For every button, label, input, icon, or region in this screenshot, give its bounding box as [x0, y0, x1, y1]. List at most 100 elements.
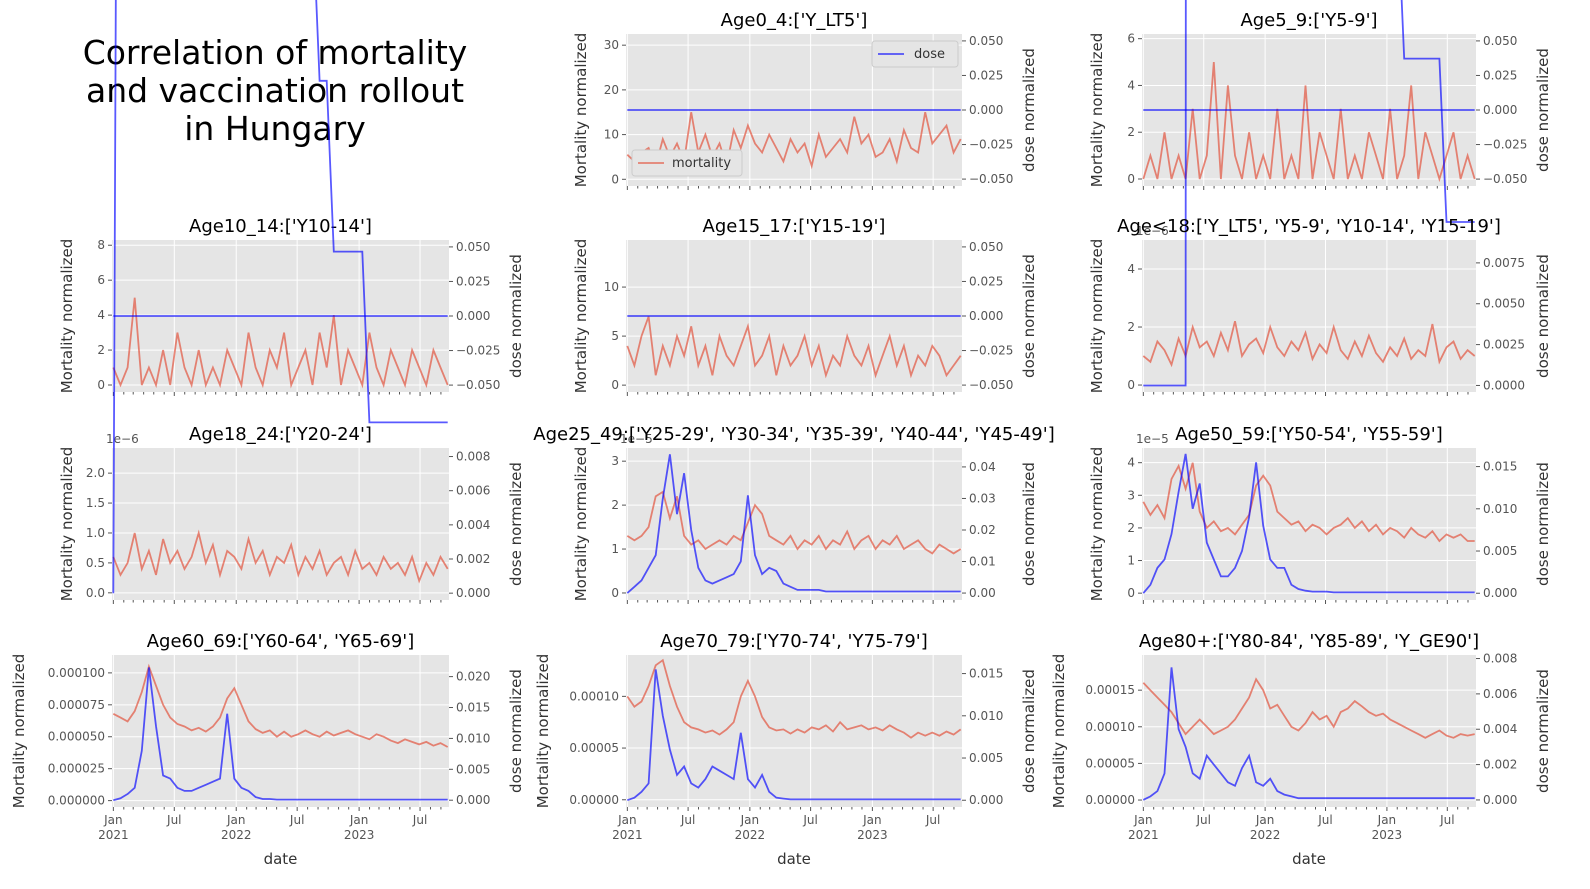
y-axis-label: Mortality normalized: [1050, 654, 1068, 809]
y2-tick-label: 0.03: [969, 491, 996, 505]
y2-tick-label: 0.005: [456, 762, 490, 776]
suptitle-line-2: and vaccination rollout: [85, 71, 465, 110]
y2-tick-label: 0.050: [969, 34, 1003, 48]
y-axis-label: Mortality normalized: [1088, 239, 1106, 394]
y-tick-label: 0.00010: [1085, 720, 1135, 734]
y2-tick-label: 0.02: [969, 523, 996, 537]
y-tick-label: 1: [1127, 554, 1135, 568]
plot-area: [626, 448, 962, 600]
panel-title: Age10_14:['Y10-14']: [189, 216, 372, 237]
plot-area: [112, 655, 449, 807]
y-axis-label: Mortality normalized: [572, 447, 590, 602]
chart-panel-10: 0.00000 0.00005 0.00010 0.00015 0.000 0.002 0.…: [1050, 631, 1552, 868]
y-tick-label: 3: [1127, 488, 1135, 502]
y-tick-label: 30: [604, 38, 619, 52]
y-tick-label: 20: [604, 83, 619, 97]
y-tick-label: 0.000050: [48, 730, 105, 744]
y2-tick-label: 0.000: [456, 793, 490, 807]
x-tick-year-label: 2022: [735, 828, 766, 842]
y2-tick-label: 0.04: [969, 460, 996, 474]
y2-tick-label: 0.002: [456, 552, 490, 566]
dose-series-line: [626, 454, 961, 594]
y2-tick-label: 0.025: [969, 274, 1003, 288]
y2-tick-label: −0.025: [1483, 138, 1527, 152]
mortality-series-line: [112, 297, 449, 389]
y-tick-label: 0.000000: [48, 794, 105, 808]
mortality-series-line: [112, 663, 449, 748]
y2-tick-label: 0.010: [456, 731, 490, 745]
panel-title: Age80+:['Y80-84', 'Y85-89', 'Y_GE90']: [1139, 631, 1479, 652]
x-axis-label: date: [777, 850, 811, 868]
legend-dose-label: dose: [914, 47, 945, 62]
y-axis-label: Mortality normalized: [10, 654, 28, 809]
y2-axis-label: dose normalized: [1534, 669, 1552, 793]
plot-area: [1142, 240, 1476, 392]
y2-tick-label: 0.01: [969, 555, 996, 569]
y-tick-label: 0: [611, 172, 619, 186]
y2-tick-label: 0.0025: [1483, 338, 1525, 352]
y2-tick-label: −0.025: [969, 344, 1013, 358]
y2-tick-label: 0.050: [456, 240, 490, 254]
dose-series-line: [1142, 667, 1475, 801]
y-tick-label: 1: [611, 542, 619, 556]
y-axis-label: Mortality normalized: [572, 239, 590, 394]
x-tick-year-label: 2021: [98, 828, 129, 842]
x-tick-year-label: 2021: [1128, 828, 1159, 842]
y-tick-label: 2: [1127, 521, 1135, 535]
panel-title: Age0_4:['Y_LT5']: [721, 10, 868, 31]
y2-tick-label: 0.008: [1483, 652, 1517, 666]
y-tick-label: 0.0: [86, 586, 105, 600]
y2-tick-label: 0.0075: [1483, 256, 1525, 270]
y-tick-label: 3: [611, 454, 619, 468]
y2-tick-label: 0.008: [456, 450, 490, 464]
y2-axis-label: dose normalized: [1534, 254, 1552, 378]
y-tick-label: 0: [1127, 586, 1135, 600]
y2-tick-label: 0.0050: [1483, 297, 1525, 311]
y-tick-label: 5: [611, 329, 619, 343]
y-tick-label: 0: [1127, 378, 1135, 392]
y2-tick-label: 0.006: [1483, 687, 1517, 701]
chart-panel-0: 0 10 20 30 −0.050 −0.025 0.000 0.025 0.050 Age0_4…: [572, 10, 1038, 190]
y2-tick-label: −0.025: [969, 138, 1013, 152]
x-tick-year-label: 2022: [221, 828, 252, 842]
x-tick-year-label: 2023: [1372, 828, 1403, 842]
chart-panel-5: 0.0 0.5 1.0 1.5 2.0 0.000 0.002 0.004 0.006 0.008…: [58, 0, 525, 604]
y-tick-label: 0.000025: [48, 762, 105, 776]
x-tick-label: Jul: [1439, 813, 1454, 827]
y-tick-label: 2.0: [86, 466, 105, 480]
y-tick-label: 2: [611, 498, 619, 512]
y2-tick-label: 0.000: [456, 586, 490, 600]
x-tick-label: Jan: [226, 813, 246, 827]
mortality-series-line: [626, 490, 962, 555]
y2-tick-label: 0.006: [456, 484, 490, 498]
plot-area: [1142, 655, 1476, 807]
chart-panel-1: 0 2 4 6 −0.050 −0.025 0.000 0.025 0.050 Age5_9:['…: [1088, 10, 1552, 190]
y2-tick-label: 0.0000: [1483, 378, 1525, 392]
y-tick-label: 0.00000: [1085, 793, 1135, 807]
panel-title: Age<18:['Y_LT5', 'Y5-9', 'Y10-14', 'Y15-…: [1117, 216, 1501, 237]
y-axis-label: Mortality normalized: [58, 447, 76, 602]
panel-title: Age50_59:['Y50-54', 'Y55-59']: [1175, 424, 1443, 445]
mortality-series-line: [1142, 677, 1475, 739]
x-tick-label: Jul: [802, 813, 817, 827]
y-tick-label: 2: [1127, 125, 1135, 139]
x-tick-label: Jan: [862, 813, 882, 827]
mortality-series-line: [1142, 462, 1475, 543]
x-tick-label: Jan: [617, 813, 637, 827]
x-tick-label: Jan: [1377, 813, 1397, 827]
x-tick-label: Jul: [1195, 813, 1210, 827]
y-tick-label: 6: [97, 273, 105, 287]
y-tick-label: 0.5: [86, 556, 105, 570]
y2-axis-label: dose normalized: [507, 254, 525, 378]
x-tick-label: Jan: [1255, 813, 1275, 827]
y-tick-label: 2: [1127, 320, 1135, 334]
dose-series-line: [112, 0, 448, 594]
y2-axis-label: dose normalized: [1534, 48, 1552, 172]
y2-tick-label: 0.000: [969, 793, 1003, 807]
chart-panel-7: 0 1 2 3 4 0.000 0.005 0.010 0.015 1e−5 Age50_59:['…: [1088, 424, 1552, 604]
y2-tick-label: −0.050: [1483, 172, 1527, 186]
y2-tick-label: 0.000: [1483, 103, 1517, 117]
x-tick-year-label: 2022: [1250, 828, 1281, 842]
y2-tick-label: 0.015: [1483, 460, 1517, 474]
